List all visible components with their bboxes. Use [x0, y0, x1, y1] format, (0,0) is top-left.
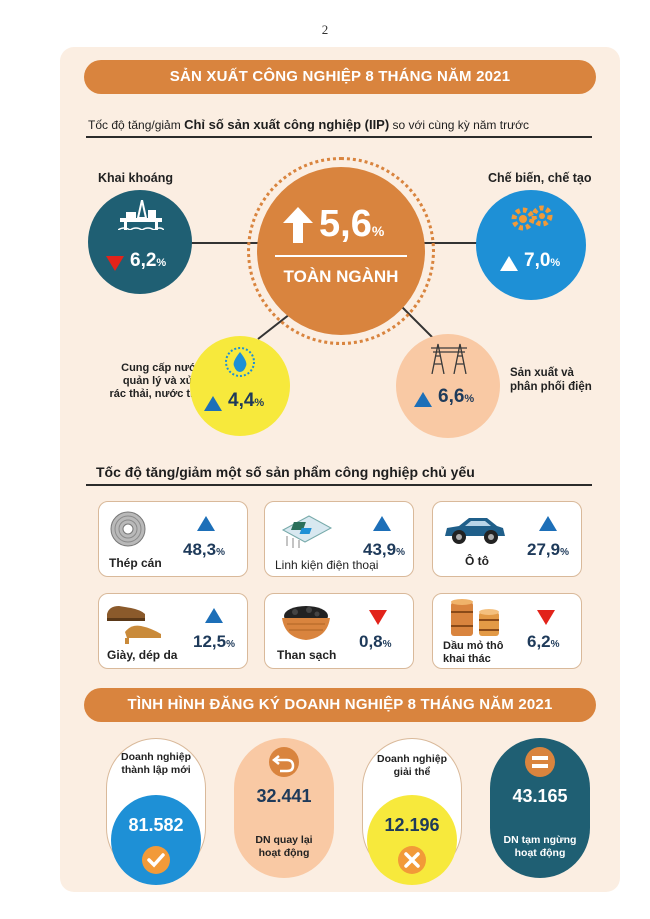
up-triangle-icon: [197, 516, 215, 531]
power-tower-icon: [431, 343, 467, 374]
enterprise-value: 81.582: [128, 815, 184, 835]
return-arrow-icon: [269, 747, 299, 777]
water-drop-icon: [225, 347, 255, 377]
products-title: Tốc độ tăng/giảm một số sản phẩm công ng…: [96, 464, 475, 480]
down-triangle-icon: [369, 610, 387, 625]
enterprise-label: DN tạm ngừng hoạt động: [503, 834, 577, 859]
coal-bowl-icon: [282, 606, 330, 640]
enterprise-suspended: 43.165 DN tạm ngừng hoạt động: [490, 738, 590, 878]
product-value: 0,8%: [359, 632, 392, 651]
steel-coil-icon: [110, 511, 146, 547]
mining-bubble: 6,2%: [88, 190, 192, 294]
product-name: Ô tô: [465, 554, 489, 568]
water-value: 4,4%: [228, 390, 265, 411]
iip-subtitle: Tốc độ tăng/giảm Chỉ số sản xuất công ng…: [88, 117, 529, 132]
iip-underline: [86, 136, 592, 138]
center-ring: [247, 157, 435, 345]
up-triangle-icon: [205, 608, 223, 623]
shoes-icon: [107, 606, 161, 644]
down-triangle-icon: [537, 610, 555, 625]
total-bubble: 5,6% TOÀN NGÀNH: [257, 167, 425, 335]
product-name: Giày, dép da: [107, 648, 178, 662]
up-triangle-icon: [373, 516, 391, 531]
down-triangle-icon: [106, 256, 124, 271]
up-triangle-icon: [414, 392, 432, 407]
product-value: 48,3%: [183, 540, 225, 559]
product-card-car: Ô tô 27,9%: [432, 501, 582, 577]
enterprise-label: Doanh nghiệp thành lập mới: [121, 751, 191, 776]
mining-value: 6,2%: [130, 250, 167, 271]
product-card-coal: Than sạch 0,8%: [264, 593, 414, 669]
up-triangle-icon: [539, 516, 557, 531]
total-divider: [275, 255, 407, 257]
product-name: Dầu mỏ thô khai thác: [443, 640, 504, 665]
gears-icon: [511, 205, 553, 231]
connector-mining: [166, 242, 266, 244]
total-label: TOÀN NGÀNH: [283, 267, 399, 286]
manufacturing-value: 7,0%: [524, 250, 561, 271]
electricity-bubble: 6,6%: [396, 334, 500, 438]
product-value: 27,9%: [527, 540, 569, 559]
mining-label: Khai khoáng: [98, 171, 174, 185]
product-card-crude-oil: Dầu mỏ thô khai thác 6,2%: [432, 593, 582, 669]
product-name: Thép cán: [109, 556, 162, 570]
product-value: 12,5%: [193, 632, 235, 651]
enterprise-banner: TÌNH HÌNH ĐĂNG KÝ DOANH NGHIỆP 8 THÁNG N…: [84, 688, 596, 722]
equals-icon: [525, 747, 555, 777]
enterprise-new-bubble: 81.582: [111, 795, 201, 885]
electricity-label: Sản xuất và phân phối điện: [510, 367, 592, 393]
product-name: Than sạch: [277, 648, 337, 662]
total-value: 5,6%: [319, 203, 385, 245]
page-number: 2: [321, 22, 329, 37]
connector-manufacturing: [422, 242, 514, 244]
product-card-shoes: Giày, dép da 12,5%: [98, 593, 248, 669]
product-value: 43,9%: [363, 540, 405, 559]
enterprise-value: 12.196: [384, 815, 440, 835]
electricity-value: 6,6%: [438, 386, 475, 407]
enterprise-value: 32.441: [256, 786, 312, 806]
enterprise-new: Doanh nghiệp thành lập mới 81.582: [106, 738, 206, 885]
enterprise-value: 43.165: [512, 786, 568, 806]
enterprise-label: DN quay lại hoạt động: [255, 834, 313, 859]
car-icon: [445, 518, 505, 544]
up-triangle-icon: [500, 256, 518, 271]
enterprise-dissolved: Doanh nghiệp giải thể 12.196: [362, 738, 462, 885]
product-value: 6,2%: [527, 632, 560, 651]
industry-banner: SẢN XUẤT CÔNG NGHIỆP 8 THÁNG NĂM 2021: [84, 60, 596, 94]
up-triangle-icon: [204, 396, 222, 411]
x-mark-icon: [398, 846, 426, 874]
enterprise-returned: 32.441 DN quay lại hoạt động: [234, 738, 334, 878]
oil-rig-icon: [118, 200, 164, 230]
enterprise-dissolved-bubble: 12.196: [367, 795, 457, 885]
circuit-board-icon: [281, 515, 333, 548]
product-name: Linh kiện điện thoại: [275, 558, 379, 572]
manufacturing-label: Chế biến, chế tạo: [488, 171, 592, 185]
products-underline: [86, 484, 592, 486]
enterprise-label: Doanh nghiệp giải thể: [377, 753, 447, 778]
arrow-up-icon: [283, 207, 313, 243]
water-bubble: 4,4%: [190, 336, 290, 436]
product-card-phone-parts: Linh kiện điện thoại 43,9%: [264, 501, 414, 577]
product-card-steel: Thép cán 48,3%: [98, 501, 248, 577]
check-icon: [142, 846, 170, 874]
water-label: Cung cấp nước, quản lý và xử lý rác thải…: [109, 362, 206, 400]
manufacturing-bubble: 7,0%: [476, 190, 586, 300]
oil-barrels-icon: [451, 599, 499, 636]
